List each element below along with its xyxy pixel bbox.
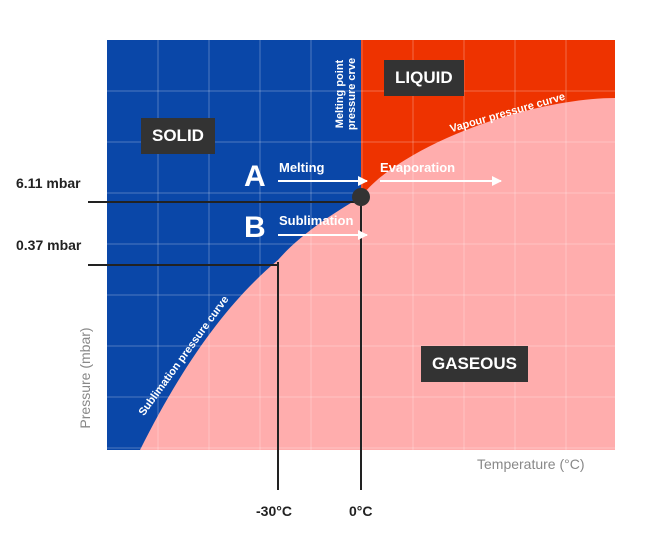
x-axis-title: Temperature (°C): [477, 456, 585, 472]
melting-curve-line1: Melting point: [334, 59, 346, 129]
point-b-letter: B: [244, 211, 266, 244]
liquid-label: LIQUID: [384, 60, 464, 96]
sublimation-label: Sublimation: [279, 213, 354, 228]
triple-point: [352, 188, 370, 206]
pressure-high-label: 6.11 mbar: [16, 175, 81, 191]
solid-label: SOLID: [141, 118, 215, 154]
temp-right-label: 0°C: [349, 503, 373, 519]
pressure-low-label: 0.37 mbar: [16, 237, 82, 253]
temp-left-label: -30°C: [256, 503, 292, 519]
evaporation-label: Evaporation: [380, 160, 456, 175]
melting-curve-label: Melting point pressure crve: [334, 24, 358, 164]
melting-label: Melting: [279, 160, 325, 175]
point-a-letter: A: [244, 160, 266, 193]
y-axis-title: Pressure (mbar): [77, 327, 93, 429]
gaseous-label: GASEOUS: [421, 346, 529, 382]
melting-curve-line2: pressure crve: [346, 57, 358, 131]
